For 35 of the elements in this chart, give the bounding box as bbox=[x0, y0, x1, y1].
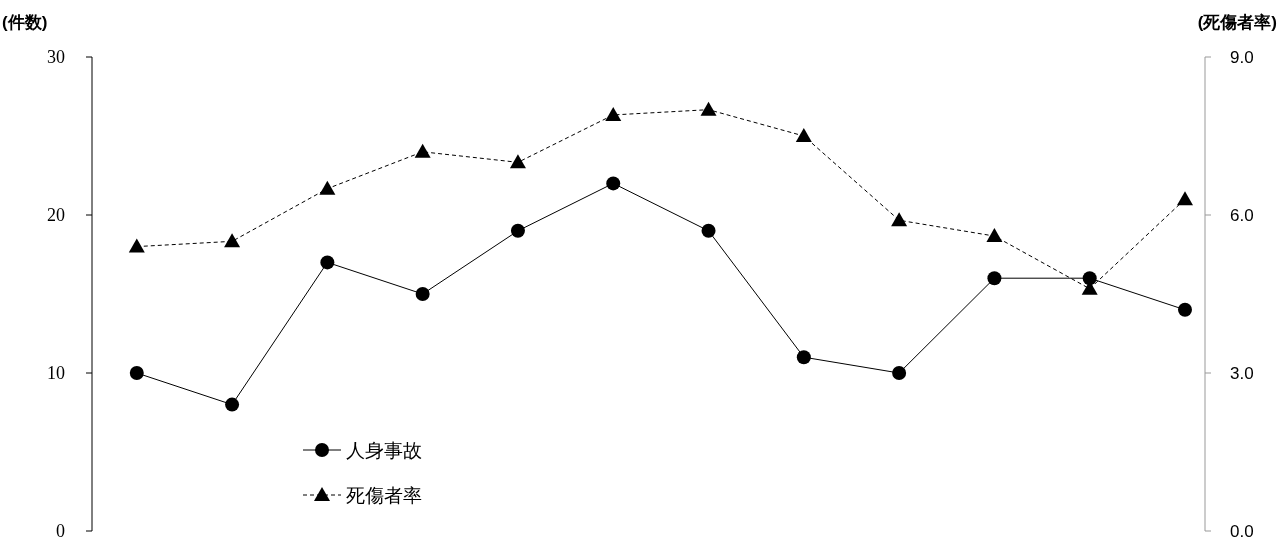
point bbox=[225, 397, 240, 412]
point bbox=[129, 366, 144, 380]
point bbox=[1176, 191, 1193, 206]
y-tick-label: 0 bbox=[56, 521, 65, 541]
y2-tick-label: 3.0 bbox=[1230, 364, 1254, 383]
y-axis-title: (件数) bbox=[2, 13, 48, 32]
legend-label: 死傷者率 bbox=[346, 485, 422, 506]
y-tick-label: 10 bbox=[47, 363, 65, 383]
y2-axis-title: (死傷者率) bbox=[1197, 13, 1277, 32]
legend-label: 人身事故 bbox=[346, 440, 422, 461]
point bbox=[319, 180, 336, 195]
point bbox=[892, 366, 907, 380]
point bbox=[987, 271, 1002, 286]
point bbox=[1177, 302, 1192, 317]
point bbox=[891, 212, 908, 227]
y2-tick-label: 9.0 bbox=[1230, 48, 1254, 67]
point bbox=[701, 223, 716, 238]
y2-tick-label: 0.0 bbox=[1230, 522, 1254, 541]
point bbox=[414, 143, 431, 158]
point bbox=[795, 128, 812, 142]
point bbox=[700, 101, 717, 116]
point bbox=[606, 176, 621, 191]
point bbox=[796, 350, 811, 365]
point bbox=[415, 287, 430, 301]
point bbox=[1082, 271, 1097, 286]
y-tick-label: 30 bbox=[47, 47, 65, 67]
point bbox=[605, 106, 622, 121]
y2-tick-label: 6.0 bbox=[1230, 206, 1254, 225]
point bbox=[128, 238, 145, 253]
point bbox=[986, 228, 1003, 243]
point bbox=[320, 255, 335, 270]
point bbox=[510, 223, 525, 238]
point bbox=[224, 233, 241, 248]
point bbox=[509, 154, 526, 169]
y-tick-label: 20 bbox=[47, 205, 65, 225]
